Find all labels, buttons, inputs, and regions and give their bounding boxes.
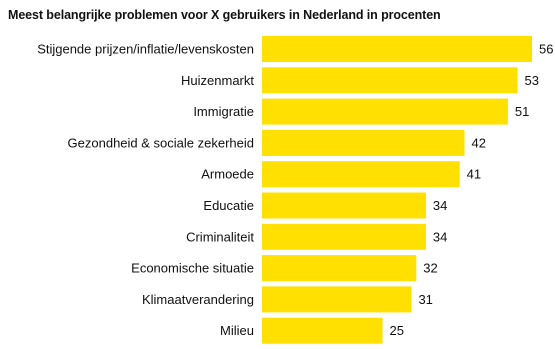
bar (262, 192, 426, 219)
value-label: 34 (433, 198, 447, 213)
value-label: 25 (390, 323, 404, 338)
category-label: Huizenmarkt (181, 73, 254, 88)
category-label: Immigratie (193, 104, 254, 119)
bar-row: Immigratie 51 (193, 98, 529, 125)
value-label: 51 (515, 104, 529, 119)
category-label: Stijgende prijzen/inflatie/levenskosten (37, 42, 254, 57)
category-label: Armoede (201, 167, 254, 182)
bar-row: Economische situatie 32 (131, 255, 438, 282)
bar (262, 286, 412, 313)
bar-row: Gezondheid & sociale zekerheid 42 (68, 129, 486, 156)
bar (262, 161, 460, 188)
bar (262, 129, 465, 156)
value-label: 41 (467, 167, 481, 182)
category-label: Gezondheid & sociale zekerheid (68, 135, 254, 150)
bar-row: Milieu 25 (220, 317, 404, 344)
category-label: Economische situatie (131, 261, 254, 276)
bar (262, 36, 532, 62)
chart-title: Meest belangrijke problemen voor X gebru… (8, 8, 441, 22)
value-label: 53 (525, 73, 539, 88)
bar-row: Huizenmarkt 53 (181, 67, 539, 94)
bar-row: Klimaatverandering 31 (142, 286, 433, 313)
value-label: 32 (423, 261, 437, 276)
value-label: 42 (472, 135, 486, 150)
category-label: Klimaatverandering (142, 292, 254, 307)
bar (262, 67, 518, 94)
bar (262, 98, 508, 125)
bar-row: Armoede 41 (201, 161, 481, 188)
category-label: Educatie (203, 198, 254, 213)
bar-row: Criminaliteit 34 (186, 223, 447, 250)
bar (262, 317, 383, 344)
bar (262, 255, 417, 282)
category-label: Criminaliteit (186, 229, 254, 244)
category-label: Milieu (220, 323, 254, 338)
bar-row: Stijgende prijzen/inflatie/levenskosten 5… (37, 36, 553, 62)
bar-row: Educatie 34 (203, 192, 447, 219)
value-label: 34 (433, 229, 447, 244)
value-label: 56 (539, 42, 553, 57)
value-label: 31 (418, 292, 432, 307)
bar (262, 223, 426, 250)
